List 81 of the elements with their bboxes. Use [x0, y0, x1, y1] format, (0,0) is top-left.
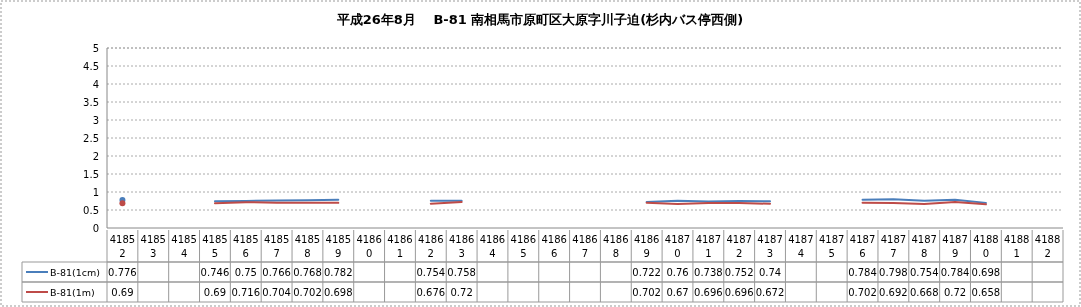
data-label: 0.696 — [724, 287, 754, 298]
data-label: 0.67 — [666, 287, 689, 298]
x-tick-label: 41862 — [418, 234, 444, 259]
data-label: 0.698 — [971, 267, 1001, 278]
data-label: 0.69 — [203, 287, 227, 298]
data-label: 0.698 — [323, 287, 353, 298]
data-label: 0.702 — [848, 287, 877, 298]
data-label: 0.75 — [234, 267, 257, 278]
y-tick-label: 1 — [92, 187, 99, 198]
x-tick-label: 41880 — [973, 234, 999, 259]
y-tick-label: 2 — [92, 151, 99, 162]
chart-title: 平成26年8月 B-81 南相馬市原町区大原字川子迫(杉内バス停西側) — [335, 12, 744, 27]
data-label: 0.76 — [666, 267, 689, 278]
x-tick-label: 41881 — [1004, 234, 1030, 259]
data-label: 0.72 — [450, 287, 473, 298]
x-tick-label: 41856 — [233, 234, 259, 259]
y-tick-label: 3.5 — [83, 97, 99, 108]
x-tick-label: 41854 — [171, 234, 197, 259]
x-tick-label: 41877 — [880, 234, 907, 259]
data-label: 0.738 — [694, 267, 723, 278]
data-label: 0.798 — [879, 267, 908, 278]
x-tick-label: 41874 — [788, 234, 814, 259]
y-tick-label: 5 — [92, 43, 99, 54]
data-label: 0.702 — [632, 287, 661, 298]
x-tick-label: 41870 — [664, 234, 691, 259]
data-label: 0.746 — [200, 267, 230, 278]
data-label: 0.758 — [447, 267, 476, 278]
x-tick-label: 41873 — [757, 234, 783, 259]
x-tick-label: 41857 — [263, 234, 290, 259]
data-label: 0.776 — [108, 267, 137, 278]
x-tick-label: 41863 — [448, 234, 475, 259]
data-label: 0.754 — [909, 267, 939, 278]
x-tick-label: 41879 — [942, 234, 968, 259]
y-tick-label: 4.5 — [83, 61, 99, 72]
x-tick-label: 41858 — [294, 234, 321, 259]
x-tick-label: 41875 — [818, 234, 845, 259]
x-tick-label: 41860 — [356, 234, 382, 259]
data-label: 0.696 — [694, 287, 723, 298]
data-label: 0.672 — [755, 287, 785, 298]
x-tick-label: 41853 — [140, 234, 166, 259]
y-tick-label: 2.5 — [83, 133, 99, 144]
data-label: 0.704 — [262, 287, 291, 298]
data-label: 0.722 — [632, 267, 661, 278]
y-tick-label: 4 — [92, 79, 99, 90]
data-label: 0.768 — [293, 267, 322, 278]
x-tick-label: 41864 — [479, 234, 506, 259]
data-label: 0.754 — [416, 267, 446, 278]
x-tick-label: 41859 — [325, 234, 352, 259]
data-label: 0.658 — [971, 287, 1001, 298]
data-label: 0.752 — [724, 267, 754, 278]
data-label: 0.784 — [848, 267, 877, 278]
x-tick-label: 41855 — [202, 234, 228, 259]
x-tick-label: 41882 — [1034, 234, 1061, 259]
x-tick-label: 41852 — [109, 234, 136, 259]
y-tick-label: 3 — [92, 115, 99, 126]
data-label: 0.784 — [940, 267, 970, 278]
x-tick-label: 41867 — [572, 234, 598, 259]
data-label: 0.692 — [879, 287, 908, 298]
x-tick-label: 41866 — [541, 234, 567, 259]
data-label: 0.702 — [293, 287, 322, 298]
legend-label: B-81(1cm) — [50, 267, 100, 278]
data-label: 0.74 — [758, 267, 782, 278]
y-tick-label: 0.5 — [83, 205, 99, 216]
data-label: 0.716 — [231, 287, 261, 298]
x-tick-label: 41868 — [603, 234, 629, 259]
data-label: 0.69 — [111, 287, 134, 298]
x-tick-label: 41869 — [633, 234, 660, 259]
data-label: 0.72 — [943, 287, 967, 298]
data-label: 0.766 — [262, 267, 291, 278]
data-label: 0.668 — [909, 287, 939, 298]
x-tick-label: 41872 — [726, 234, 752, 259]
x-tick-label: 41865 — [510, 234, 537, 259]
x-tick-label: 41876 — [849, 234, 876, 259]
x-tick-label: 41861 — [387, 234, 413, 259]
data-label: 0.782 — [323, 267, 353, 278]
data-label: 0.676 — [416, 287, 446, 298]
y-tick-label: 0 — [92, 223, 99, 234]
y-tick-label: 1.5 — [83, 169, 99, 180]
x-tick-label: 41878 — [911, 234, 937, 259]
x-tick-label: 41871 — [695, 234, 722, 259]
legend-label: B-81(1m) — [50, 287, 95, 298]
